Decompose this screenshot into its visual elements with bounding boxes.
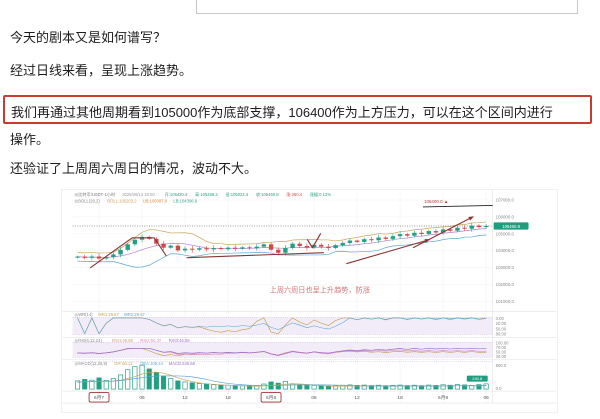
svg-text:WR2:29.67: WR2:29.67 <box>124 312 146 317</box>
paragraph-weekend: 还验证了上周周六周日的情况，波动不大。 <box>10 161 258 176</box>
svg-text:12: 12 <box>354 395 360 401</box>
svg-text:上周六周日也呈上升趋势，防涨: 上周六周日也呈上升趋势，防涨 <box>270 286 370 295</box>
svg-text:12: 12 <box>182 395 188 401</box>
svg-text:6月9: 6月9 <box>438 395 448 401</box>
svg-text:BOLL:105202.2: BOLL:105202.2 <box>107 198 137 203</box>
svg-text:103000.0: 103000.0 <box>496 265 515 270</box>
svg-text:开:105420.4: 开:105420.4 <box>165 192 188 197</box>
previous-paragraph-box-cutoff <box>196 0 578 14</box>
svg-text:RSI3:46.59: RSI3:46.59 <box>169 338 191 343</box>
highlighted-paragraph-box: 我们再通过其他周期看到105000作为底部支撑，106400作为上方压力，可以在… <box>3 95 592 124</box>
svg-text:WR1:29.67: WR1:29.67 <box>98 312 120 317</box>
svg-text:LB:104306.6: LB:104306.6 <box>173 198 197 203</box>
svg-text:240.8: 240.8 <box>472 376 483 381</box>
svg-text:◎BOLL(20,2): ◎BOLL(20,2) <box>75 198 101 203</box>
svg-text:DEA:105.14: DEA:105.14 <box>140 361 163 366</box>
candlestick-chart: 106400.0 ▲ 上周六周日也呈上升趋势，防涨 107000.0 106000.0… <box>61 189 558 413</box>
svg-text:105000.0: 105000.0 <box>496 231 515 236</box>
svg-text:涨:260.4: 涨:260.4 <box>286 191 302 197</box>
svg-text:6月8: 6月8 <box>266 395 276 401</box>
svg-text:0.00: 0.00 <box>496 316 505 321</box>
svg-text:18: 18 <box>397 395 403 401</box>
paragraph-question: 今天的剧本又是如何谱写？ <box>10 30 167 45</box>
svg-text:06: 06 <box>483 395 489 401</box>
svg-text:18: 18 <box>225 395 231 401</box>
svg-text:101000.0: 101000.0 <box>496 299 515 304</box>
svg-text:高:105469.2: 高:105469.2 <box>195 191 218 197</box>
svg-text:UB:106097.9: UB:106097.9 <box>143 198 168 203</box>
svg-text:◎RSI(6,12,24): ◎RSI(6,12,24) <box>75 338 103 343</box>
svg-text:6月7: 6月7 <box>94 395 104 401</box>
svg-text:70.00: 70.00 <box>496 345 507 350</box>
svg-text:100.00: 100.00 <box>496 340 509 345</box>
svg-text:500.0: 500.0 <box>496 363 507 368</box>
svg-text:50.00: 50.00 <box>496 326 507 331</box>
svg-text:107000.0: 107000.0 <box>496 197 515 202</box>
svg-text:RSI1:49.89: RSI1:49.89 <box>112 338 134 343</box>
paragraph-continuation: 操作。 <box>10 132 50 147</box>
svg-text:06: 06 <box>311 395 317 401</box>
svg-text:50.00: 50.00 <box>496 349 507 354</box>
svg-text:◎WR(14): ◎WR(14) <box>75 312 94 317</box>
svg-text:106000.0: 106000.0 <box>496 214 515 219</box>
svg-text:105460.8: 105460.8 <box>502 224 520 229</box>
svg-text:收:105460.8: 收:105460.8 <box>256 191 279 197</box>
svg-text:106400.0 ▲: 106400.0 ▲ <box>424 199 448 204</box>
svg-text:2025/06/14 19:00: 2025/06/14 19:00 <box>122 192 155 197</box>
svg-text:80.00: 80.00 <box>496 332 507 337</box>
svg-text:30.00: 30.00 <box>496 354 507 359</box>
svg-text:◎比特币/USDT·1小时: ◎比特币/USDT·1小时 <box>75 191 116 197</box>
svg-text:DIF:60.12: DIF:60.12 <box>114 361 133 366</box>
paragraph-trend: 经过日线来看，呈现上涨趋势。 <box>10 63 193 78</box>
svg-text:涨幅:0.12%: 涨幅:0.12% <box>310 191 332 197</box>
kline-chart-image[interactable]: 106400.0 ▲ 上周六周日也呈上升趋势，防涨 107000.0 106000.0… <box>61 189 558 413</box>
highlighted-text: 我们再通过其他周期看到105000作为底部支撑，106400作为上方压力，可以在… <box>11 105 553 120</box>
svg-text:RSI2:50.37: RSI2:50.37 <box>140 338 162 343</box>
svg-text:低:105022.4: 低:105022.4 <box>225 191 248 197</box>
svg-text:MACD:240.68: MACD:240.68 <box>169 361 196 366</box>
svg-text:06: 06 <box>139 395 145 401</box>
svg-text:0.0: 0.0 <box>496 386 502 391</box>
svg-text:◎MACD(12,26,9): ◎MACD(12,26,9) <box>75 361 108 366</box>
svg-text:102000.0: 102000.0 <box>496 282 515 287</box>
svg-text:104000.0: 104000.0 <box>496 248 515 253</box>
svg-text:20.00: 20.00 <box>496 321 507 326</box>
